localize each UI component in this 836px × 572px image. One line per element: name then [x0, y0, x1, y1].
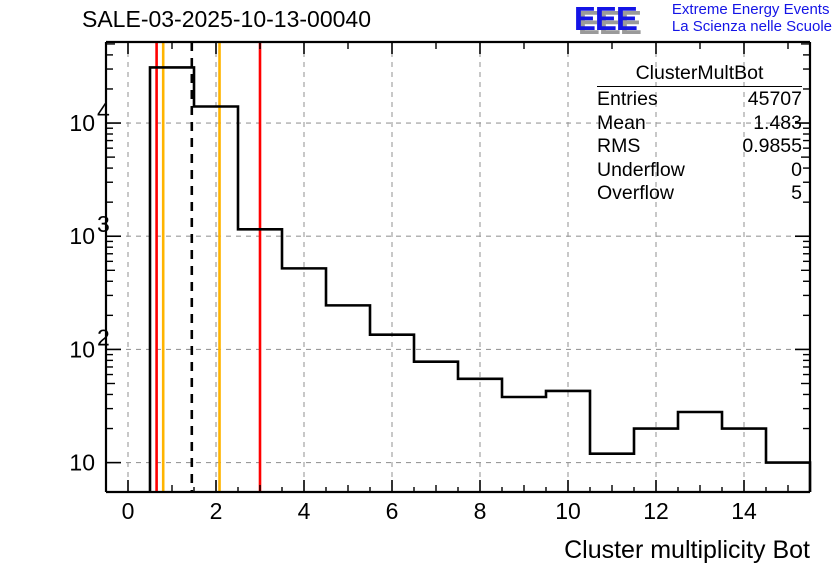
histogram-outline: [148, 66, 812, 492]
y-tick-label-base: 10: [69, 336, 95, 362]
x-tick-label: 2: [210, 498, 223, 524]
x-tick-label: 0: [122, 498, 135, 524]
y-tick-label: 10 3: [69, 211, 109, 249]
stats-row-value: 5: [791, 182, 802, 204]
stats-row-value: 0.9855: [742, 135, 802, 157]
x-tick-label: 4: [298, 498, 311, 524]
eee-logo-text: Extreme Energy Events La Scienza nelle S…: [672, 1, 832, 35]
stats-row: Underflow 0: [597, 159, 802, 183]
page-title: SALE-03-2025-10-13-00040: [82, 6, 371, 32]
eee-logo: EEE EEE Extreme Energy Events La Scienza…: [573, 0, 832, 40]
x-tick-label: 6: [386, 498, 399, 524]
stats-row: Mean 1.483: [597, 112, 802, 136]
y-tick-label: 10 4: [69, 98, 110, 136]
y-tick-label-base: 10: [69, 223, 95, 249]
stats-row-key: Mean: [597, 111, 646, 134]
eee-logo-mark-front: EEE: [573, 0, 638, 37]
stats-box: ClusterMultBot Entries 45707 Mean 1.483 RMS 0…: [597, 62, 802, 206]
stats-row-value: 1.483: [753, 111, 802, 134]
stats-row-key: Entries: [597, 88, 658, 110]
grid-lines: [106, 42, 810, 492]
eee-logo-mark-shadow: EEE: [577, 4, 642, 41]
y-tick-label-exponent: 4: [97, 98, 110, 124]
axes: [104, 40, 812, 494]
x-tick-label: 12: [643, 498, 669, 524]
stats-row: Overflow 5: [597, 182, 802, 206]
y-tick-label-base: 10: [69, 110, 95, 136]
stats-row-key: Underflow: [597, 158, 685, 181]
eee-logo-mark: EEE EEE: [573, 0, 666, 40]
y-tick-label-base: 10: [69, 450, 95, 476]
stats-row: RMS 0.9855: [597, 135, 802, 159]
eee-logo-line2: La Scienza nelle Scuole: [671, 18, 832, 35]
stats-row: Entries 45707: [597, 88, 802, 112]
stats-title: ClusterMultBot: [597, 62, 802, 87]
y-tick-label: 10: [69, 450, 95, 476]
stats-rows: Entries 45707 Mean 1.483 RMS 0.9855 Underflow 0…: [597, 88, 802, 206]
y-tick-label-exponent: 2: [97, 324, 110, 350]
reference-lines: [155, 42, 262, 492]
stats-row-key: Overflow: [597, 182, 674, 204]
stats-row-key: RMS: [597, 135, 641, 157]
x-tick-label: 14: [731, 498, 757, 524]
y-tick-label-exponent: 3: [97, 211, 110, 237]
x-tick-label: 10: [555, 498, 581, 524]
x-axis-title: Cluster multiplicity Bot: [564, 536, 810, 564]
stats-row-value: 0: [791, 158, 802, 181]
x-tick-label: 8: [474, 498, 487, 524]
stats-row-value: 45707: [747, 88, 802, 110]
histogram-curve: [148, 66, 812, 492]
eee-logo-line1: Extreme Energy Events: [671, 1, 830, 18]
y-tick-label: 10 2: [69, 324, 109, 362]
